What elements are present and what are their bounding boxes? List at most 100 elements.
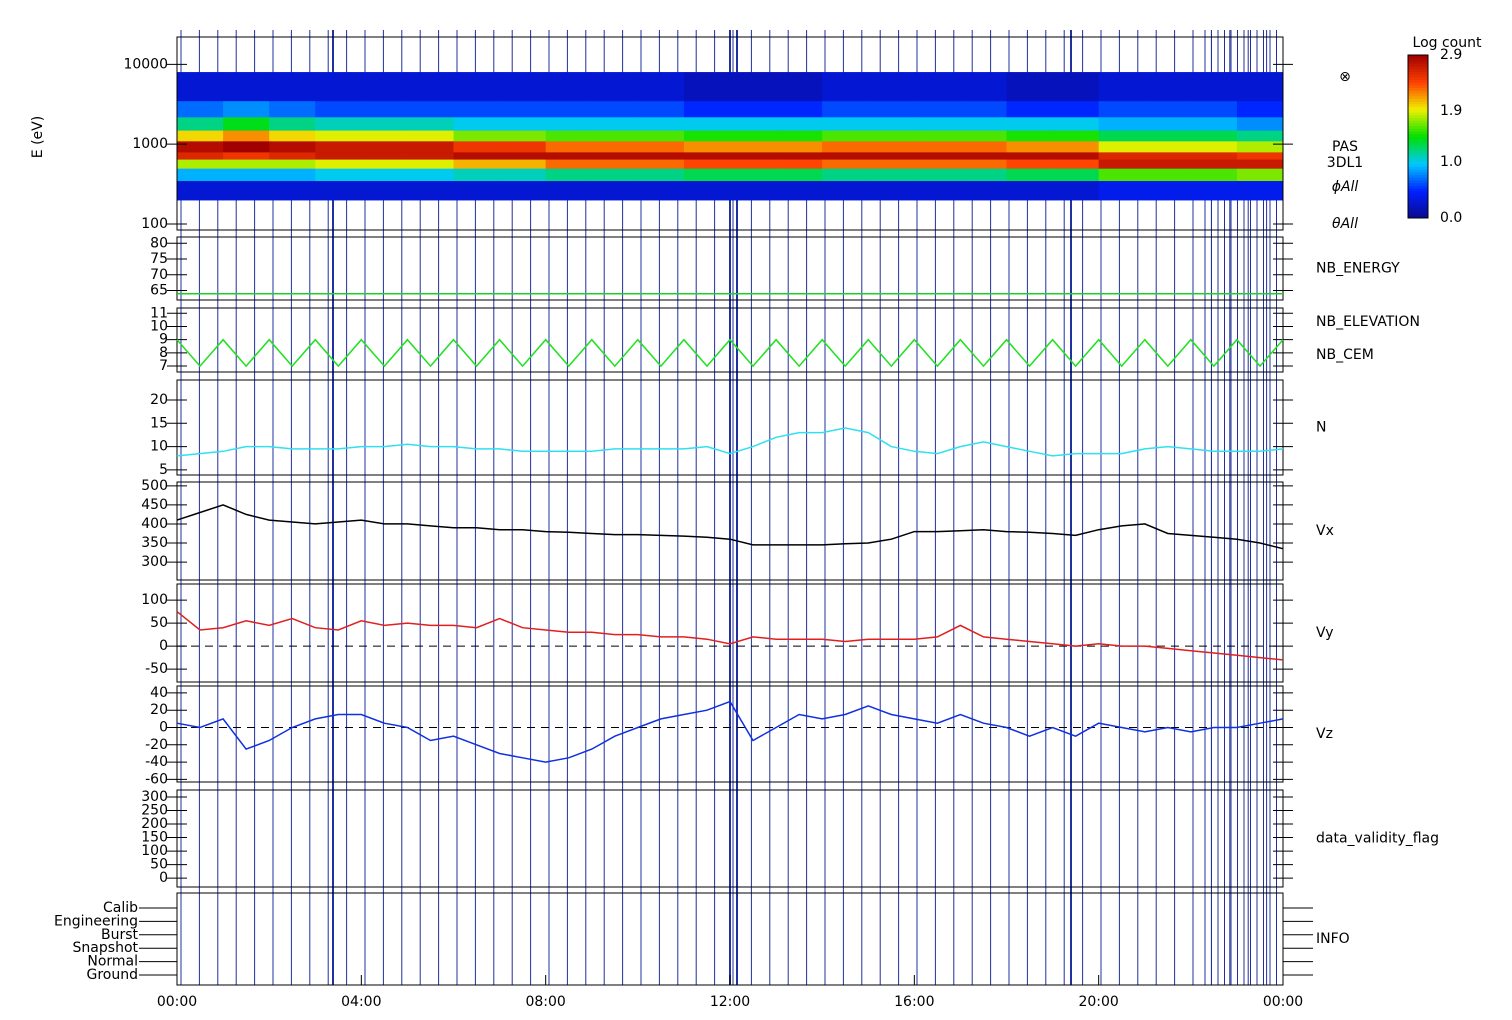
y-tick-label: 10 [150,318,168,334]
spectrogram-cell [1052,72,1100,102]
panel-frame [176,685,1284,783]
spectrogram-cell [269,151,316,160]
spectrogram-cell [315,100,362,118]
y-tick-label: 200 [141,816,168,832]
spectrogram-cell [1098,140,1146,153]
colorbar-step [1408,188,1428,192]
spectrogram-cell [776,159,823,169]
spectrogram-cell [269,180,316,201]
spectrogram-cell [776,180,823,201]
spectrogram-cell [407,180,454,201]
spectrogram-cell [545,130,593,142]
colorbar-step [1408,90,1428,94]
y-tick-label: -50 [145,661,168,677]
series-label: Vy [1316,625,1334,641]
series-label: NB_ENERGY [1316,261,1400,277]
spectrogram-cell [730,140,777,153]
category-label: Calib [103,900,138,916]
spectrogram-cell [499,72,547,102]
colorbar-tick-label: 1.9 [1440,103,1462,119]
spectrogram-cell [1052,100,1100,118]
spectrogram-cell [591,100,639,118]
series-line [176,427,1284,457]
spectrogram-cell [453,151,501,160]
series-label: NB_ELEVATION [1316,314,1420,330]
spectrogram-cell [914,140,961,153]
spectrogram-cell [453,168,501,182]
colorbar-step [1408,141,1428,146]
y-tick-label: 150 [141,830,168,846]
colorbar-step [1408,112,1428,116]
spectrogram-cell [1144,151,1192,160]
spectrogram-cell [453,116,501,131]
spectrogram-cell [453,130,501,142]
spectrogram-cell [1052,168,1100,182]
spectrogram-cell [1052,130,1100,142]
spectrogram-cell [1190,130,1238,142]
spectrogram-cell [822,130,869,142]
spectrogram-cell [453,100,501,118]
colorbar-step [1408,204,1428,208]
colorbar-step [1408,155,1428,159]
colorbar-step [1408,144,1428,148]
spectrogram-cell [269,72,316,102]
colorbar-step [1408,139,1428,143]
spectrogram-cell [591,180,639,201]
spectrogram-cell [269,168,316,182]
spectrogram-cell [683,72,731,102]
spectrogram-cell [822,180,869,201]
y-tick-label: 300 [141,789,168,805]
spectrogram-cell [637,130,685,142]
spectrogram-cell [223,168,270,182]
spectrogram-cell [730,116,777,131]
spectrogram-cell [1144,159,1192,169]
spectrogram-cell [315,130,362,142]
spectrogram-cell [177,168,224,182]
spectrogram-cell [776,116,823,131]
spectrogram-cell [1052,151,1100,160]
spectrogram-cell [868,130,915,142]
colorbar-step [1408,60,1428,64]
y-tick-label: 15 [150,415,168,431]
spectrogram-cell [1098,151,1146,160]
spectrogram-cell [1052,140,1100,153]
spectrogram-cell [1236,130,1284,142]
spectrogram-cell [1190,116,1238,131]
spectrogram-cell [177,180,224,201]
spectrogram-cell [960,130,1007,142]
y-tick-label: 0 [159,870,168,886]
panel-frame [176,789,1284,888]
spectrogram-cell [223,72,270,102]
colorbar-step [1408,131,1428,135]
spectrogram-cell [591,140,639,153]
annotation: θAll [1332,216,1358,232]
spectrogram-cell [269,159,316,169]
y-tick-label: 0 [159,638,168,654]
spectrogram-cell [1144,130,1192,142]
colorbar-tick-label: 0.0 [1440,210,1462,226]
colorbar-step [1408,103,1428,108]
spectrogram-cell [177,151,224,160]
spectrogram-cell [730,130,777,142]
spectrogram-cell [1190,100,1238,118]
spectrogram-cell [1006,130,1054,142]
spectrogram-cell [822,100,869,118]
spectrogram-cell [315,159,362,169]
spectrogram-cell [637,151,685,160]
spectrogram-cell [683,100,731,118]
colorbar-step [1408,101,1428,105]
spectrogram-cell [177,100,224,118]
spectrogram-cell [223,180,270,201]
spectrogram-cell [223,159,270,169]
spectrogram-cell [1098,116,1146,131]
spectrogram-cell [730,100,777,118]
spectrogram-cell [1098,130,1146,142]
y-tick-label: 20 [150,392,168,408]
colorbar-step [1408,198,1428,203]
panel-frame [176,36,1284,231]
spectrogram-cell [361,100,408,118]
spectrogram-cell [683,168,731,182]
spectrogram-cell [545,140,593,153]
series-line [176,504,1284,550]
spectrogram-cell [914,151,961,160]
